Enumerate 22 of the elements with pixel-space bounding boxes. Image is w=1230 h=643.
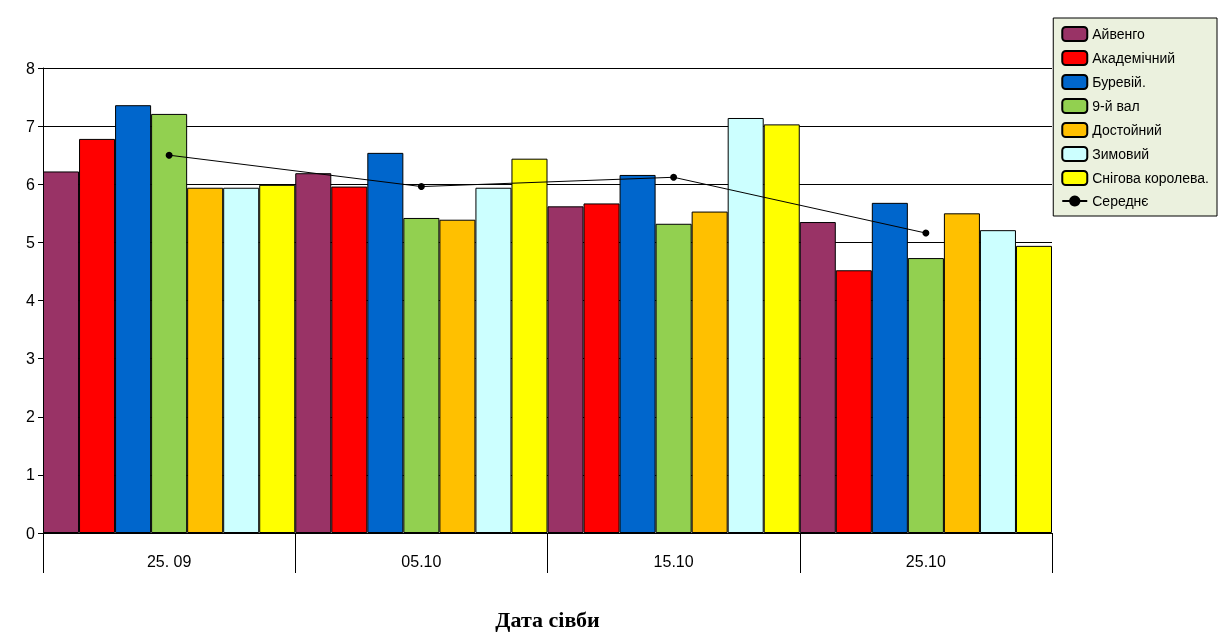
legend-label: Достойний [1092, 122, 1162, 138]
y-tick-label: 5 [26, 233, 36, 251]
legend-label: Айвенго [1092, 26, 1146, 42]
y-tick-label: 8 [26, 59, 36, 77]
x-tick-label: 05.10 [401, 552, 442, 570]
y-tick-label: 0 [26, 524, 36, 542]
legend-label: Снігова королева. [1092, 170, 1210, 186]
y-tick-label: 6 [26, 175, 36, 193]
x-tick-label: 25. 09 [146, 552, 192, 570]
x-axis-title: Дата сівби [495, 606, 600, 632]
legend-label: Зимовий [1092, 146, 1150, 162]
legend-label: 9-й вал [1092, 98, 1140, 114]
y-tick-label: 4 [26, 292, 36, 309]
x-tick-label: 25.10 [905, 552, 946, 570]
legend-label: Академічний [1092, 50, 1176, 66]
y-tick-label: 2 [26, 408, 36, 426]
y-tick-label: 7 [26, 117, 36, 135]
x-tick-label: 15.10 [653, 552, 694, 570]
legend-label: Середнє [1092, 193, 1149, 209]
legend-label: Буревій. [1092, 74, 1146, 90]
y-tick-label: 3 [26, 350, 36, 368]
y-tick-label: 1 [26, 466, 36, 484]
